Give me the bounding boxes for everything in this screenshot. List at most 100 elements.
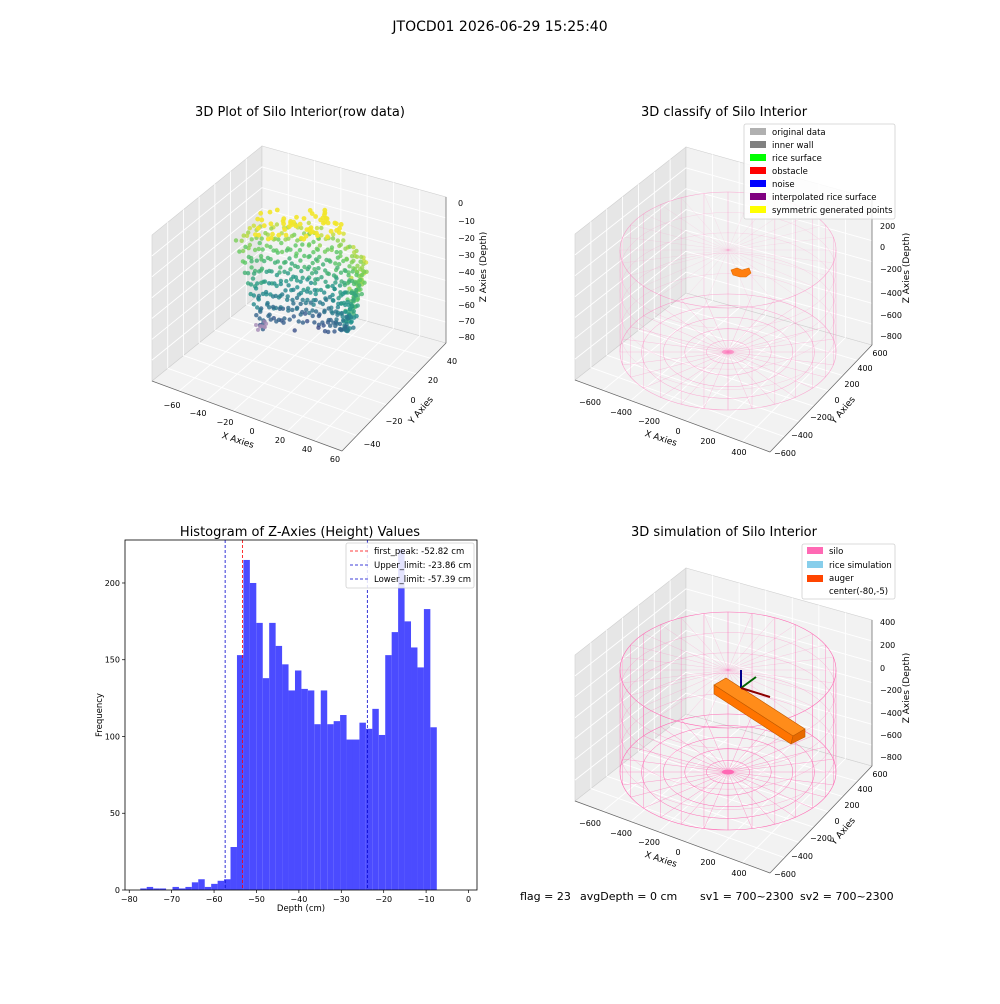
- legend-swatch: [750, 154, 766, 161]
- data-point: [301, 287, 306, 293]
- data-point: [292, 328, 297, 333]
- histogram-bar: [327, 724, 334, 890]
- data-point: [282, 260, 287, 265]
- data-point: [329, 309, 334, 314]
- x-tick-label: −70: [163, 895, 180, 904]
- silo-floor-spoke: [727, 735, 813, 773]
- data-point: [298, 279, 303, 284]
- x-tick-label: −30: [333, 895, 350, 904]
- data-point: [289, 233, 295, 239]
- data-point: [268, 244, 273, 250]
- x-tick-label: −400: [610, 408, 632, 417]
- silo-floor-spoke: [680, 719, 729, 773]
- legend-entry: interpolated rice surface: [750, 193, 877, 203]
- x-tick-label: −600: [579, 819, 601, 828]
- histogram-y-ticks: 0 50 100 150 200: [105, 579, 125, 895]
- data-point: [302, 253, 307, 259]
- data-point: [341, 231, 346, 236]
- legend-swatch: [750, 193, 766, 200]
- y-tick-label: 20: [428, 376, 438, 385]
- data-point: [278, 278, 284, 284]
- classify-x-ticks: −600 −400 −200 0 200 400: [579, 398, 747, 457]
- legend-label: inner wall: [772, 141, 813, 151]
- data-point: [274, 207, 280, 213]
- histogram-bar: [391, 632, 399, 890]
- floor-grid-line: [590, 367, 785, 438]
- histogram-bar: [211, 883, 218, 890]
- wall-grid-line: [151, 187, 447, 278]
- silo-roof-spoke: [727, 249, 826, 276]
- data-point: [289, 261, 294, 266]
- data-point: [291, 314, 296, 319]
- data-point: [281, 221, 286, 227]
- data-point: [265, 255, 271, 261]
- silo-ring: [619, 232, 837, 349]
- floor-grid-line: [606, 775, 800, 843]
- histogram-bar: [230, 847, 237, 890]
- silo-floor-spoke: [727, 315, 813, 353]
- silo-roof-spoke: [727, 669, 796, 716]
- floor-grid-line: [590, 788, 785, 859]
- legend-entry: inner wall: [750, 141, 813, 151]
- data-point: [264, 269, 269, 274]
- data-point: [317, 300, 323, 305]
- silo-floor-spoke: [703, 715, 729, 773]
- histogram-legend: first_peak: -52.82 cm Upper_limit: -23.8…: [345, 542, 475, 589]
- data-point: [249, 259, 254, 264]
- data-point: [285, 271, 291, 276]
- z-tick-label: −60: [458, 301, 475, 310]
- floor-grid-line: [246, 304, 432, 359]
- y-tick-label: 0: [834, 817, 839, 826]
- data-point: [285, 297, 290, 302]
- data-point: [336, 301, 341, 306]
- data-point: [294, 306, 299, 311]
- z-tick-label: −600: [880, 731, 902, 740]
- data-point: [296, 292, 302, 297]
- data-point: [319, 275, 324, 280]
- raw-plot-y-ticks: −40 −20 0 20 40: [364, 357, 458, 449]
- silo-floor-spoke: [622, 351, 729, 366]
- histogram-bar: [352, 739, 360, 890]
- data-point: [283, 237, 288, 242]
- floor-grid-line: [658, 735, 767, 833]
- data-point: [308, 280, 314, 286]
- floor-grid-line: [602, 300, 713, 391]
- data-point: [263, 230, 268, 236]
- data-point: [345, 328, 350, 333]
- silo-roof-spoke: [727, 624, 796, 671]
- data-point: [259, 257, 264, 262]
- x-tick-label: −60: [164, 401, 181, 410]
- wall-grid-line: [574, 271, 873, 360]
- data-point: [244, 233, 250, 238]
- histogram-bar: [191, 882, 199, 890]
- legend-label: obstacle: [772, 167, 808, 177]
- silo-ring: [619, 212, 837, 329]
- x-tick-label: 400: [731, 448, 746, 457]
- data-point: [259, 217, 265, 223]
- data-point: [301, 236, 307, 242]
- silo-floor-spoke: [703, 351, 729, 409]
- wall-grid-line: [151, 208, 447, 298]
- wall-grid-line: [574, 609, 873, 698]
- depth-histogram: Histogram of Z-Axies (Height) Values −80…: [95, 525, 478, 914]
- floor-grid-line: [602, 721, 713, 812]
- data-point: [360, 272, 365, 278]
- histogram-x-ticks: −80 −70 −60 −50 −40 −30 −20 −10 0: [121, 890, 471, 904]
- data-point: [294, 214, 299, 220]
- data-point: [243, 244, 248, 250]
- data-point: [294, 295, 300, 301]
- floor-grid-line: [686, 322, 793, 422]
- z-tick-label: −400: [880, 709, 902, 718]
- data-point: [249, 237, 254, 242]
- data-point: [338, 222, 344, 227]
- data-point: [322, 329, 328, 334]
- z-tick-label: −70: [458, 317, 475, 326]
- data-point: [258, 254, 264, 259]
- histogram-bar: [423, 609, 431, 890]
- data-point: [345, 299, 350, 305]
- x-tick-label: −50: [248, 895, 265, 904]
- y-tick-label: −200: [810, 834, 832, 843]
- x-tick-label: 20: [275, 436, 285, 445]
- classify-x-label: X Axies: [643, 429, 678, 449]
- silo-floor-spoke: [727, 351, 826, 378]
